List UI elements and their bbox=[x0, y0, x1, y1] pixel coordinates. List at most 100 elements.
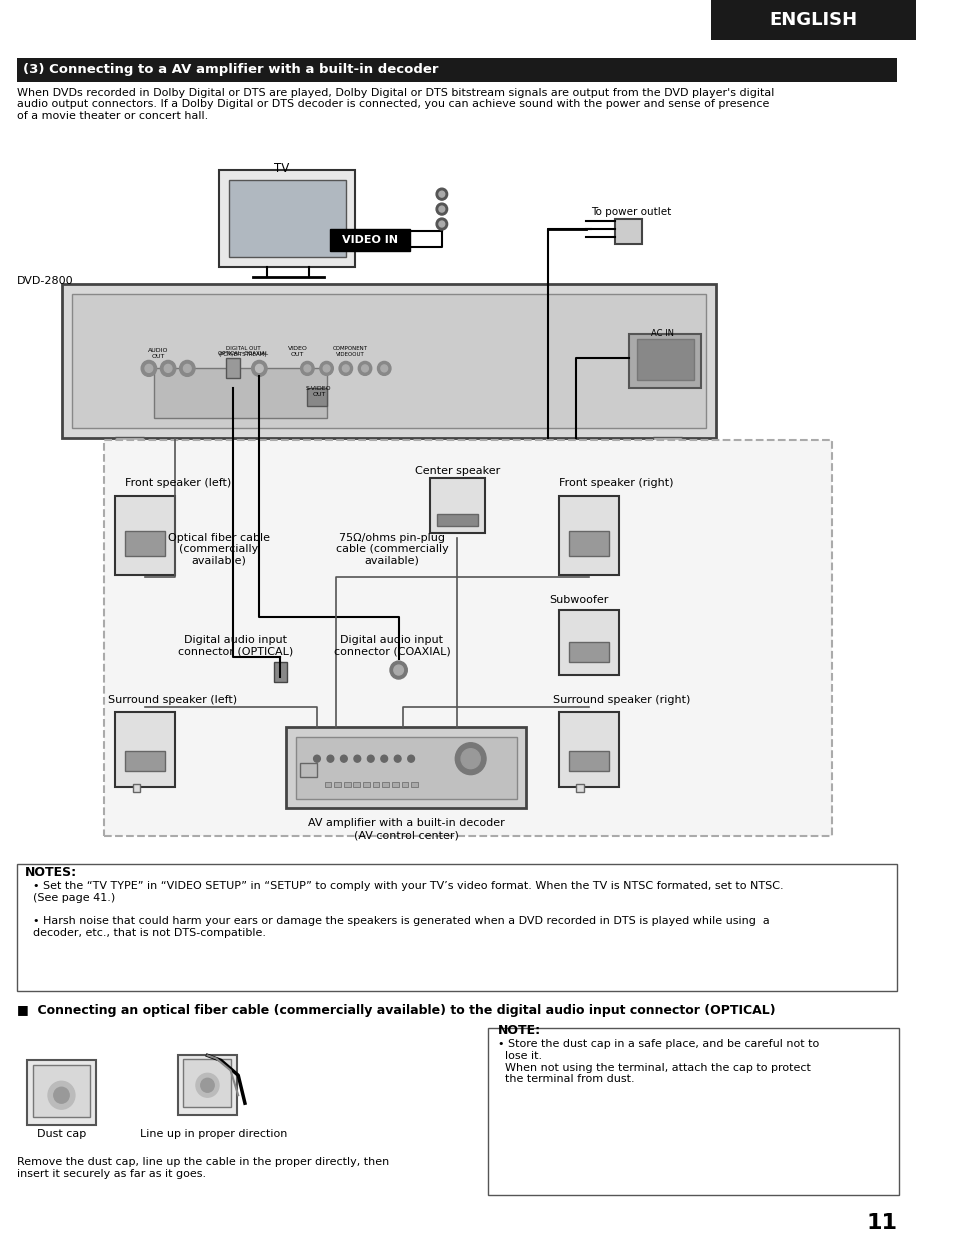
Bar bbox=[558, 496, 618, 575]
Circle shape bbox=[438, 207, 444, 212]
Circle shape bbox=[377, 361, 391, 375]
Text: Digital audio input
connector (COAXIAL): Digital audio input connector (COAXIAL) bbox=[334, 636, 450, 657]
Circle shape bbox=[252, 360, 267, 376]
Bar bbox=[637, 339, 694, 380]
Circle shape bbox=[438, 192, 444, 197]
Text: NOTE:: NOTE: bbox=[497, 1023, 540, 1037]
Text: • Store the dust cap in a safe place, and be careful not to
  lose it.
  When no: • Store the dust cap in a safe place, an… bbox=[497, 1039, 818, 1085]
Circle shape bbox=[407, 756, 414, 762]
Text: (3) Connecting to a AV amplifier with a built-in decoder: (3) Connecting to a AV amplifier with a … bbox=[23, 63, 438, 77]
Text: S-VIDEO
OUT: S-VIDEO OUT bbox=[306, 386, 332, 397]
Bar bbox=[568, 751, 608, 771]
Text: DVD-2800: DVD-2800 bbox=[17, 276, 73, 286]
Bar bbox=[115, 437, 144, 445]
Bar bbox=[17, 58, 896, 82]
Text: To power outlet: To power outlet bbox=[590, 207, 670, 218]
Text: NOTES:: NOTES: bbox=[25, 866, 77, 880]
Text: Surround speaker (left): Surround speaker (left) bbox=[108, 695, 236, 705]
Bar bbox=[373, 782, 379, 787]
Circle shape bbox=[342, 365, 349, 372]
Bar bbox=[177, 1055, 237, 1115]
Circle shape bbox=[141, 360, 156, 376]
Bar bbox=[343, 782, 351, 787]
Bar bbox=[558, 610, 618, 675]
Text: COMPONENT
VIDEOOUT: COMPONENT VIDEOOUT bbox=[333, 346, 368, 357]
Bar bbox=[307, 388, 326, 406]
Circle shape bbox=[304, 365, 311, 372]
Circle shape bbox=[300, 361, 314, 375]
Text: VIDEO IN: VIDEO IN bbox=[341, 235, 397, 245]
Bar bbox=[153, 369, 326, 418]
Circle shape bbox=[436, 188, 447, 200]
Circle shape bbox=[390, 661, 407, 679]
Bar bbox=[334, 782, 340, 787]
Circle shape bbox=[367, 756, 374, 762]
Circle shape bbox=[200, 1079, 214, 1092]
Text: Center speaker: Center speaker bbox=[415, 466, 499, 476]
Circle shape bbox=[338, 361, 353, 375]
Text: ■  Connecting an optical fiber cable (commercially available) to the digital aud: ■ Connecting an optical fiber cable (com… bbox=[17, 1003, 775, 1017]
Text: Optical fiber cable
(commercially
available): Optical fiber cable (commercially availa… bbox=[168, 533, 270, 565]
Circle shape bbox=[255, 365, 263, 372]
Text: Front speaker (left): Front speaker (left) bbox=[125, 477, 231, 487]
Circle shape bbox=[460, 748, 479, 768]
Text: Dust cap: Dust cap bbox=[37, 1129, 86, 1139]
Bar bbox=[430, 477, 484, 533]
Bar bbox=[436, 513, 477, 526]
Bar bbox=[558, 713, 618, 787]
Bar bbox=[629, 334, 700, 388]
Text: • Harsh noise that could harm your ears or damage the speakers is generated when: • Harsh noise that could harm your ears … bbox=[32, 917, 769, 938]
Bar bbox=[229, 181, 345, 257]
Bar bbox=[324, 782, 331, 787]
Text: AUDIO
OUT: AUDIO OUT bbox=[148, 349, 169, 359]
Bar bbox=[710, 0, 916, 40]
Circle shape bbox=[436, 218, 447, 230]
Text: Subwoofer: Subwoofer bbox=[549, 595, 608, 605]
Text: AC IN: AC IN bbox=[651, 329, 674, 338]
Bar bbox=[226, 359, 240, 379]
Text: ENGLISH: ENGLISH bbox=[769, 11, 857, 28]
Circle shape bbox=[358, 361, 372, 375]
Bar bbox=[401, 782, 408, 787]
Circle shape bbox=[394, 756, 400, 762]
Bar bbox=[62, 283, 715, 438]
Circle shape bbox=[380, 365, 387, 372]
Text: Remove the dust cap, line up the cable in the proper directly, then
insert it se: Remove the dust cap, line up the cable i… bbox=[17, 1157, 389, 1179]
Bar bbox=[183, 1059, 232, 1107]
Text: TV: TV bbox=[274, 162, 289, 176]
Circle shape bbox=[394, 666, 403, 675]
Circle shape bbox=[164, 365, 172, 372]
Text: VIDEO
OUT: VIDEO OUT bbox=[288, 346, 308, 357]
Bar bbox=[411, 782, 417, 787]
Bar bbox=[487, 1028, 898, 1195]
FancyBboxPatch shape bbox=[104, 440, 831, 836]
Bar bbox=[115, 496, 174, 575]
Bar bbox=[32, 1065, 91, 1117]
Bar bbox=[295, 737, 517, 799]
Text: Surround speaker (right): Surround speaker (right) bbox=[553, 695, 690, 705]
Bar bbox=[274, 662, 287, 682]
Circle shape bbox=[380, 756, 387, 762]
Circle shape bbox=[319, 361, 333, 375]
Bar bbox=[568, 642, 608, 662]
Circle shape bbox=[314, 756, 320, 762]
Text: 11: 11 bbox=[865, 1212, 896, 1233]
Bar bbox=[354, 782, 360, 787]
Circle shape bbox=[361, 365, 368, 372]
Bar bbox=[330, 229, 410, 251]
Bar bbox=[219, 171, 355, 267]
Text: • Set the “TV TYPE” in “VIDEO SETUP” in “SETUP” to comply with your TV’s video f: • Set the “TV TYPE” in “VIDEO SETUP” in … bbox=[32, 881, 782, 903]
Bar bbox=[27, 1060, 96, 1126]
Circle shape bbox=[436, 203, 447, 215]
Circle shape bbox=[179, 360, 194, 376]
Text: OPTICAL  COAXIAL: OPTICAL COAXIAL bbox=[217, 351, 268, 356]
Bar bbox=[392, 782, 398, 787]
Bar bbox=[132, 783, 140, 792]
Text: AV amplifier with a built-in decoder
(AV control center): AV amplifier with a built-in decoder (AV… bbox=[308, 819, 504, 840]
Bar bbox=[286, 727, 526, 809]
Bar bbox=[299, 763, 316, 777]
Circle shape bbox=[438, 221, 444, 228]
Bar bbox=[363, 782, 370, 787]
Bar bbox=[576, 783, 583, 792]
Circle shape bbox=[195, 1074, 219, 1097]
